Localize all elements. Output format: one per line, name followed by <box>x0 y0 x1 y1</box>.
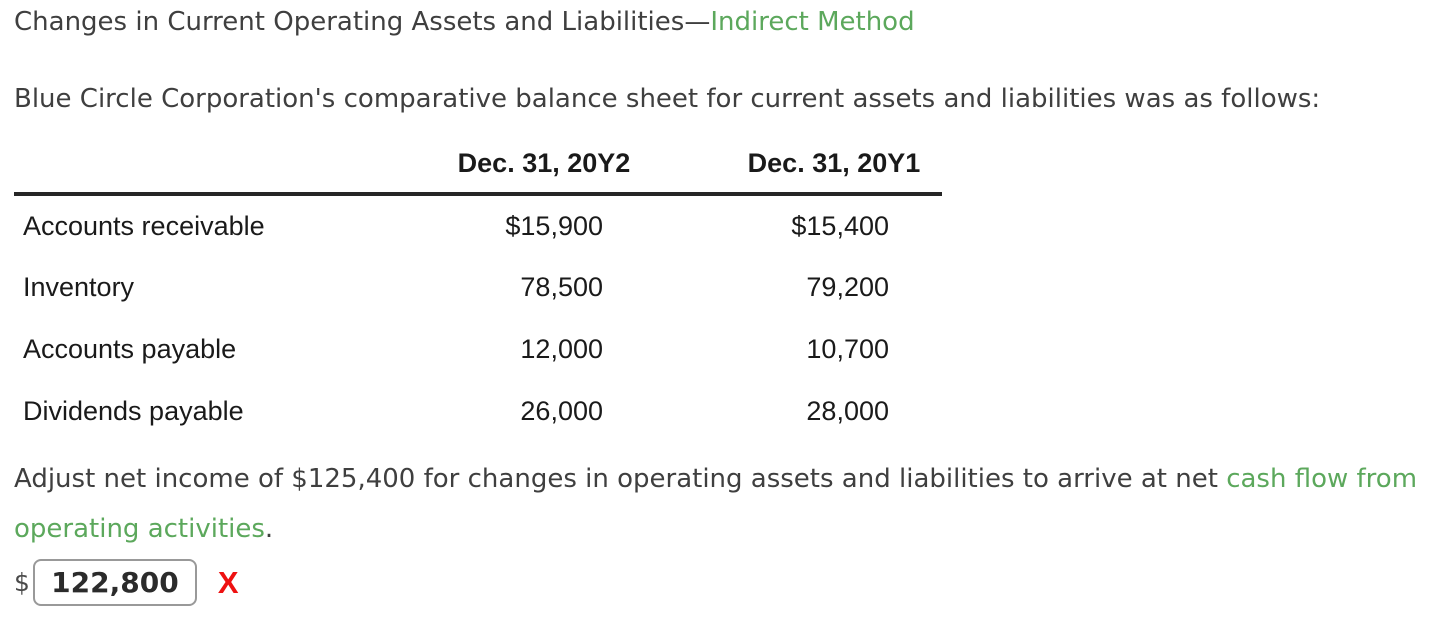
page-title-text: Changes in Current Operating Assets and … <box>14 7 711 37</box>
row-value-20y1: 28,000 <box>806 395 889 426</box>
instruction-after: . <box>264 514 274 544</box>
header-date-20y2: Dec. 31, 20Y2 <box>436 146 652 196</box>
row-value-20y1: 10,700 <box>806 333 889 364</box>
table-header-row: Dec. 31, 20Y2 Dec. 31, 20Y1 <box>14 146 942 196</box>
indirect-method-link[interactable]: Indirect Method <box>710 7 915 37</box>
row-value-20y2: 12,000 <box>520 333 603 364</box>
balance-sheet-table: Dec. 31, 20Y2 Dec. 31, 20Y1 Accounts rec… <box>14 146 942 442</box>
row-label: Accounts receivable <box>23 210 265 241</box>
intro-text: Blue Circle Corporation's comparative ba… <box>14 84 1321 114</box>
answer-row: $ X <box>14 557 1454 607</box>
currency-prefix: $ <box>14 567 30 597</box>
row-value-20y1: $15,400 <box>791 210 889 241</box>
instruction-text: Adjust net income of $125,400 for change… <box>14 454 1454 554</box>
row-label: Dividends payable <box>23 395 244 426</box>
row-value-20y1: 79,200 <box>806 271 889 302</box>
page-title: Changes in Current Operating Assets and … <box>14 5 1454 39</box>
table-row: Dividends payable 26,000 28,000 <box>14 380 942 442</box>
table-row: Accounts receivable $15,900 $15,400 <box>14 194 942 256</box>
row-label: Accounts payable <box>23 333 237 364</box>
table-row: Inventory 78,500 79,200 <box>14 256 942 318</box>
header-date-20y1: Dec. 31, 20Y1 <box>652 146 942 196</box>
row-value-20y2: $15,900 <box>505 210 603 241</box>
table-row: Accounts payable 12,000 10,700 <box>14 318 942 380</box>
row-value-20y2: 26,000 <box>520 395 603 426</box>
row-label: Inventory <box>23 271 135 302</box>
header-empty <box>14 146 436 196</box>
row-value-20y2: 78,500 <box>520 271 603 302</box>
cash-flow-link[interactable]: cash flow from operating activities <box>14 464 1418 544</box>
incorrect-x-icon: X <box>217 564 239 600</box>
answer-input[interactable] <box>32 558 197 606</box>
instruction-before: Adjust net income of $125,400 for change… <box>14 464 1227 494</box>
exercise-page: Changes in Current Operating Assets and … <box>0 5 1454 607</box>
